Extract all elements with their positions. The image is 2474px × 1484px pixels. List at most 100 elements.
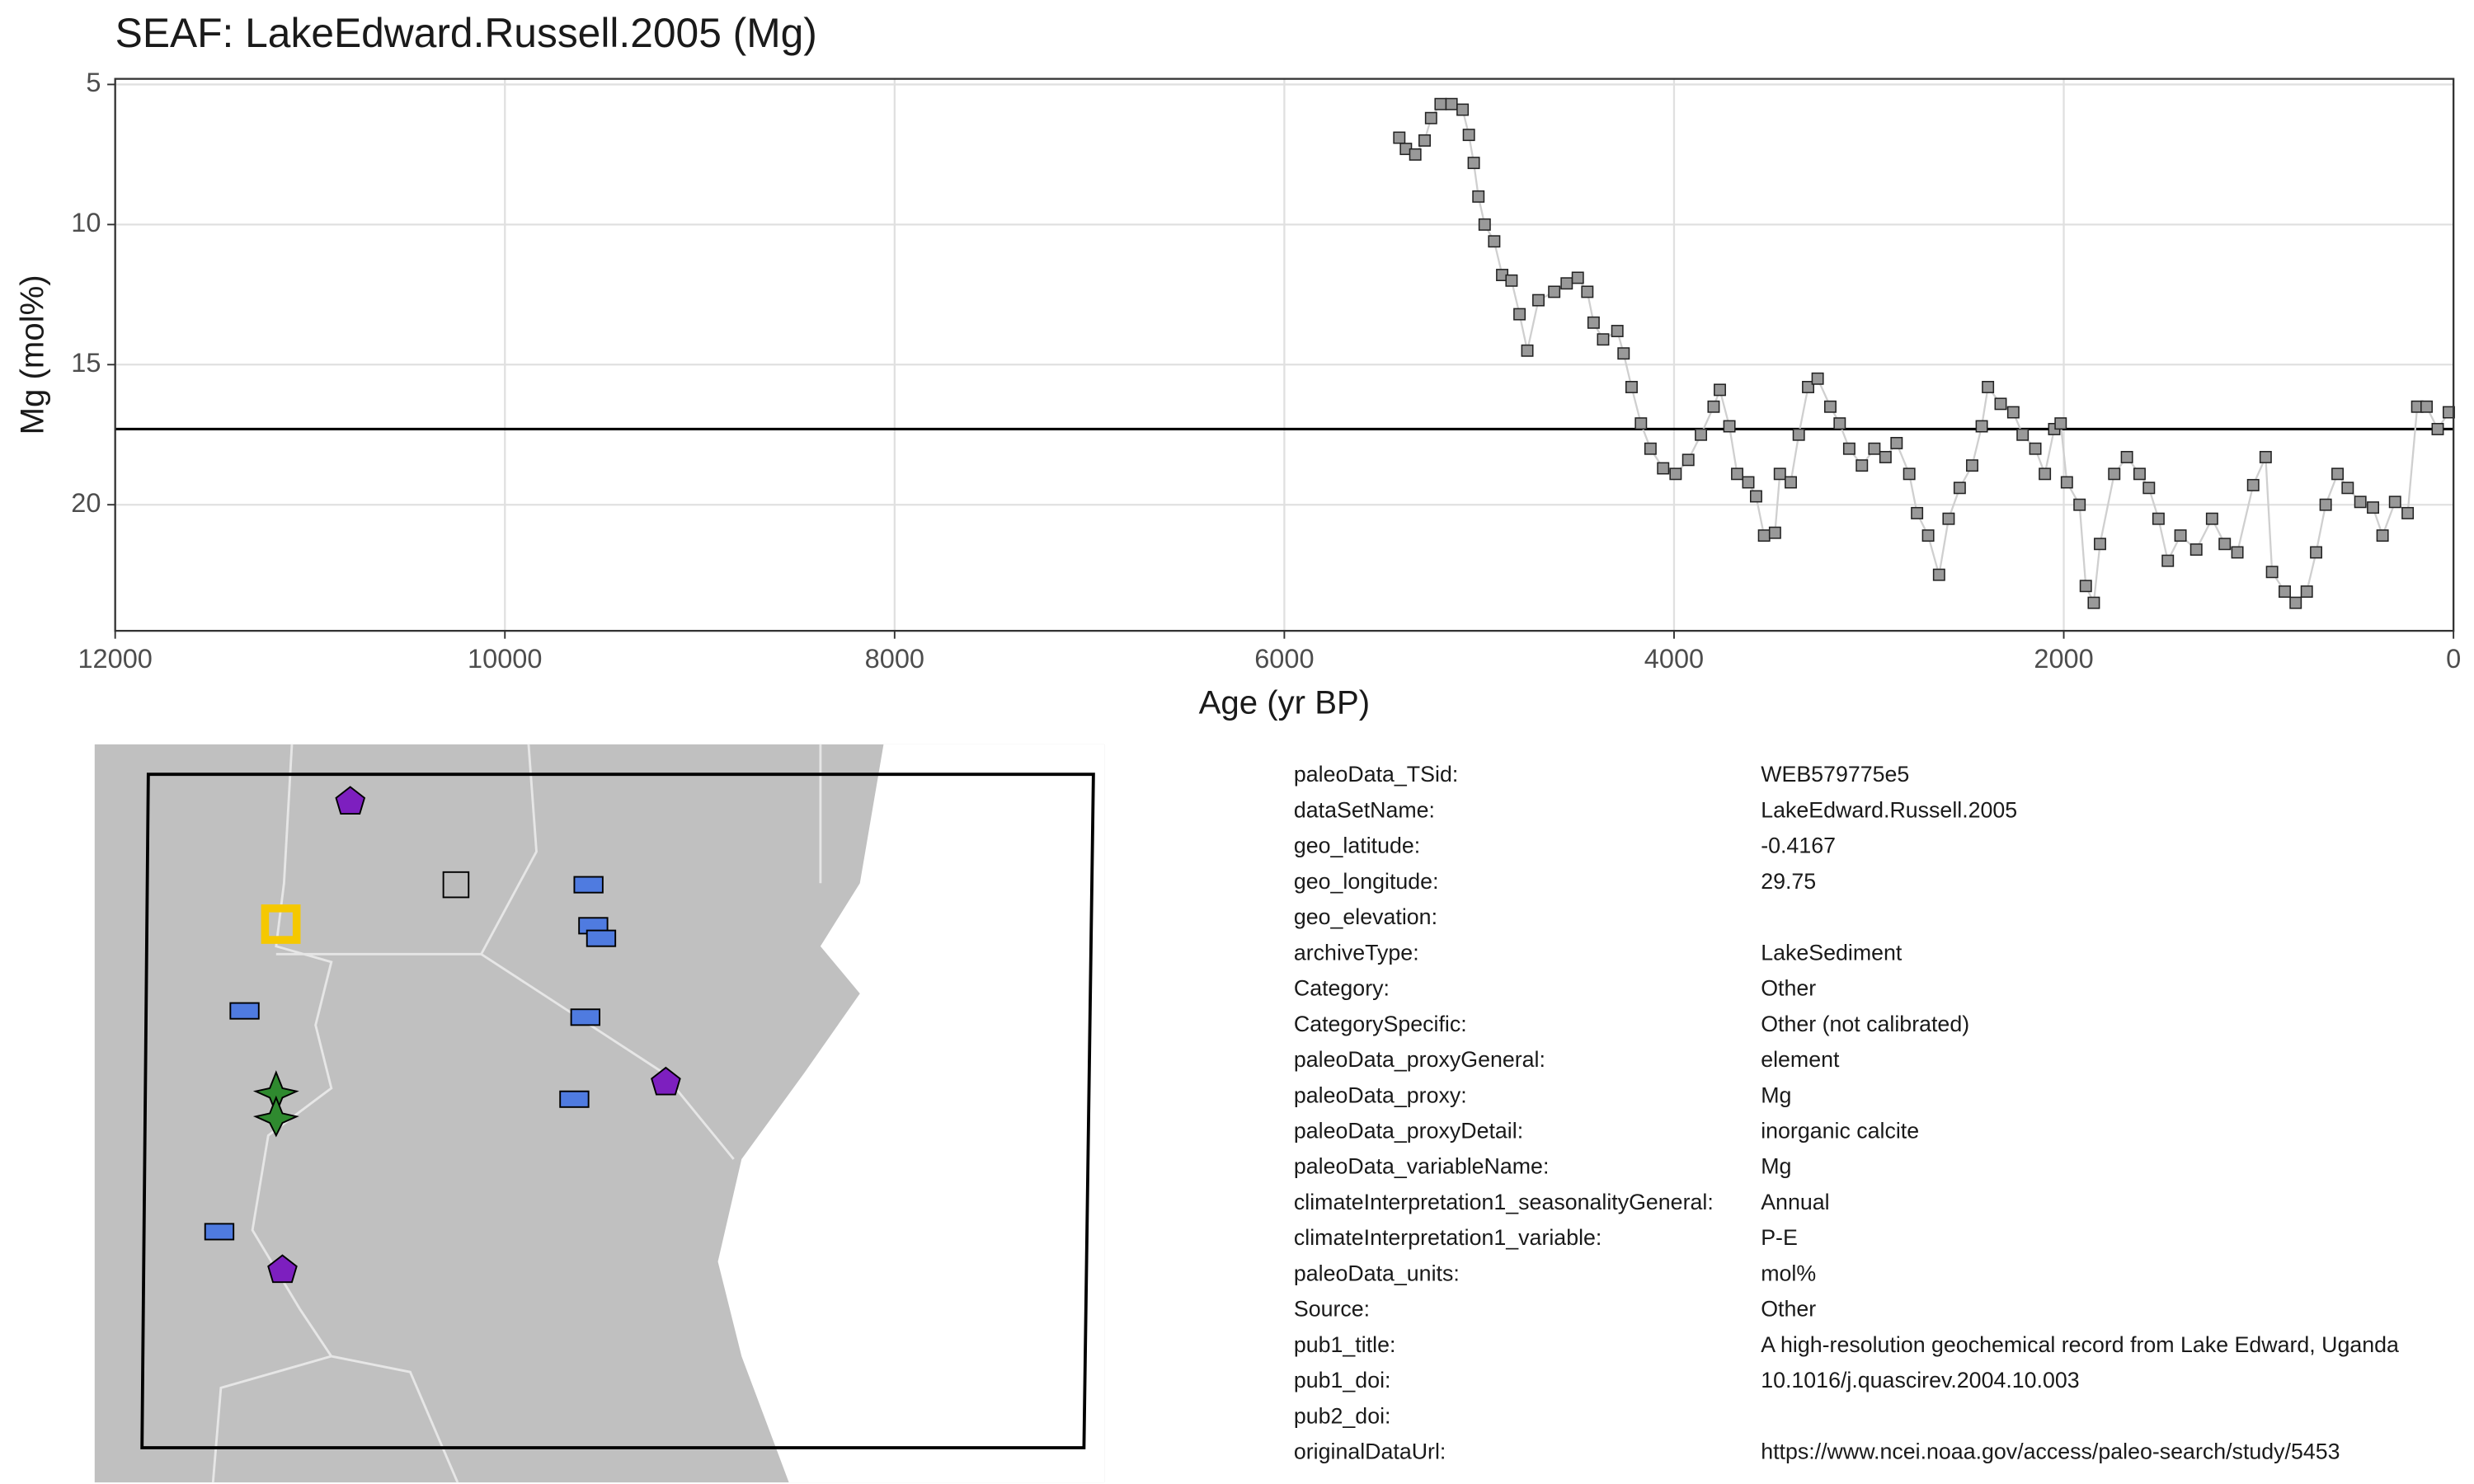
metadata-key: originalDataUrl: xyxy=(1294,1439,1446,1464)
data-point xyxy=(1634,417,1648,430)
y-tick-label: 15 xyxy=(71,348,101,378)
data-point xyxy=(1942,512,1955,525)
data-point xyxy=(2401,506,2415,519)
data-point xyxy=(1617,347,1630,360)
data-point xyxy=(2133,467,2146,481)
data-point xyxy=(1657,462,1670,475)
metadata-value: Annual xyxy=(1761,1190,1829,1214)
y-tick-label: 5 xyxy=(86,68,101,97)
site-marker xyxy=(442,871,470,899)
data-point xyxy=(1723,420,1736,433)
data-point xyxy=(2300,585,2313,599)
data-point xyxy=(1966,459,1978,472)
data-point xyxy=(2016,428,2030,441)
data-point xyxy=(2246,478,2260,491)
metadata-value: LakeSediment xyxy=(1761,940,1903,965)
x-tick-label: 10000 xyxy=(468,644,542,674)
data-point xyxy=(2205,512,2218,525)
metadata-key: paleoData_proxy: xyxy=(1294,1082,1467,1107)
data-point xyxy=(1467,157,1480,170)
data-point xyxy=(1695,428,1708,441)
metadata-value: Mg xyxy=(1761,1154,1791,1179)
data-point xyxy=(1903,467,1916,481)
data-point xyxy=(1472,190,1485,203)
data-point xyxy=(2420,400,2433,413)
data-point xyxy=(1757,529,1771,542)
data-point xyxy=(1644,442,1657,455)
x-tick-label: 6000 xyxy=(1254,644,1314,674)
data-point xyxy=(1911,506,1924,519)
data-point xyxy=(1932,568,1945,581)
data-point xyxy=(1994,397,2007,411)
data-point xyxy=(2073,498,2086,511)
x-axis-label: Age (yr BP) xyxy=(1199,684,1371,721)
data-point xyxy=(1768,526,1781,539)
data-point xyxy=(1921,529,1935,542)
plot-area: 12000 10000 8000 6000 4000 2000 0 5 10 15 20 xyxy=(71,68,2461,674)
x-tick-label: 4000 xyxy=(1644,644,1704,674)
y-tick-label: 10 xyxy=(71,208,101,237)
site-markers xyxy=(204,876,617,1241)
y-tick-label: 20 xyxy=(71,488,101,518)
data-point xyxy=(1597,333,1610,346)
metadata-value: Mg xyxy=(1761,1082,1791,1107)
data-point xyxy=(2054,417,2067,430)
metadata-key: paleoData_proxyGeneral: xyxy=(1294,1047,1545,1072)
data-point xyxy=(1456,103,1470,116)
data-point xyxy=(1611,325,1624,337)
data-point xyxy=(1513,308,1526,321)
data-point xyxy=(1890,436,1903,449)
metadata-value: inorganic calcite xyxy=(1761,1119,1919,1144)
data-point xyxy=(2060,476,2073,489)
metadata-value: https://www.ncei.noaa.gov/access/paleo-s… xyxy=(1761,1439,2340,1464)
metadata-key: pub1_doi: xyxy=(1294,1368,1391,1392)
metadata-key: paleoData_variableName: xyxy=(1294,1154,1550,1179)
metadata-key: climateInterpretation1_seasonalityGenera… xyxy=(1294,1190,1714,1214)
x-tick-label: 0 xyxy=(2446,644,2461,674)
data-point xyxy=(2120,450,2133,463)
data-point xyxy=(2431,422,2444,435)
data-point xyxy=(2354,495,2367,509)
metadata-key: geo_elevation: xyxy=(1294,904,1437,929)
data-point xyxy=(1953,481,1966,495)
data-point xyxy=(2152,512,2165,525)
data-point xyxy=(1445,97,1458,110)
metadata-value: 29.75 xyxy=(1761,869,1816,894)
data-point xyxy=(1842,442,1856,455)
data-point xyxy=(2142,481,2156,495)
data-point xyxy=(1532,294,1545,307)
data-point xyxy=(1707,400,1720,413)
metadata-value: 10.1016/j.quascirev.2004.10.003 xyxy=(1761,1368,2079,1392)
metadata-key: paleoData_proxyDetail: xyxy=(1294,1119,1523,1144)
data-point xyxy=(1856,459,1869,472)
metadata-key: paleoData_units: xyxy=(1294,1261,1460,1285)
data-point xyxy=(1731,467,1743,481)
data-point xyxy=(1975,420,1988,433)
y-axis-label: Mg (mol%) xyxy=(14,275,51,434)
data-point xyxy=(2376,529,2389,542)
metadata-value: Other xyxy=(1761,976,1816,1001)
plot-border xyxy=(114,77,2455,632)
metadata-value: WEB579775e5 xyxy=(1761,762,1909,787)
data-point xyxy=(2029,442,2042,455)
data-point xyxy=(1409,148,1422,161)
data-point xyxy=(1625,381,1638,393)
data-point xyxy=(1571,271,1584,284)
data-point xyxy=(2279,585,2291,599)
data-point xyxy=(2079,580,2092,593)
metadata-key: Category: xyxy=(1294,976,1390,1001)
metadata-key: climateInterpretation1_variable: xyxy=(1294,1225,1602,1250)
data-point xyxy=(2094,538,2106,551)
data-point xyxy=(2189,543,2203,556)
data-point xyxy=(1802,381,1815,393)
x-tick-label: 2000 xyxy=(2034,644,2093,674)
data-point xyxy=(1521,344,1534,357)
data-point xyxy=(1833,417,1846,430)
data-point xyxy=(2341,481,2354,495)
data-point xyxy=(2108,467,2121,481)
metadata-value: Other (not calibrated) xyxy=(1761,1012,1969,1036)
data-point xyxy=(2319,498,2332,511)
metadata-value: element xyxy=(1761,1047,1840,1072)
